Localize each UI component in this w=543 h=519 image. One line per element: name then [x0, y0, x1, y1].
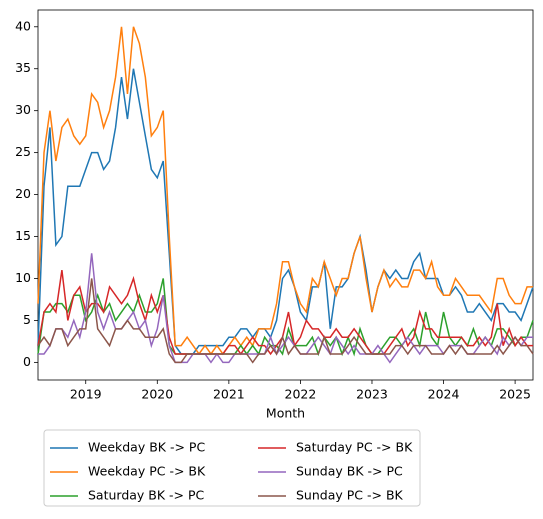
x-tick-label: 2021: [213, 387, 245, 402]
y-tick-label: 15: [15, 228, 31, 243]
series-line: [37, 269, 533, 356]
y-tick-label: 40: [15, 18, 31, 33]
legend-label: Sunday PC -> BK: [296, 488, 404, 503]
y-tick-label: 0: [23, 354, 31, 369]
x-tick-label: 2022: [285, 387, 317, 402]
series-line: [37, 278, 534, 364]
y-tick-label: 35: [15, 60, 31, 75]
legend-label: Saturday PC -> BK: [296, 440, 413, 455]
y-tick-label: 25: [15, 144, 31, 159]
x-tick-label: 2023: [356, 387, 388, 402]
x-tick-label: 2025: [499, 387, 531, 402]
series-line: [37, 26, 533, 356]
y-tick-label: 10: [15, 270, 31, 285]
plot-frame: [37, 9, 534, 381]
x-tick-label: 2024: [428, 387, 460, 402]
legend-label: Weekday BK -> PC: [88, 440, 205, 455]
y-tick-label: 20: [15, 186, 31, 201]
x-tick-label: 2020: [141, 387, 173, 402]
y-tick-label: 5: [23, 312, 31, 327]
legend-label: Saturday BK -> PC: [88, 488, 205, 503]
x-tick-label: 2019: [70, 387, 102, 402]
y-tick-label: 30: [15, 102, 31, 117]
legend-label: Weekday PC -> BK: [88, 464, 206, 479]
x-axis-label: Month: [266, 406, 305, 421]
legend-box: [43, 429, 421, 507]
legend-label: Sunday BK -> PC: [296, 464, 403, 479]
